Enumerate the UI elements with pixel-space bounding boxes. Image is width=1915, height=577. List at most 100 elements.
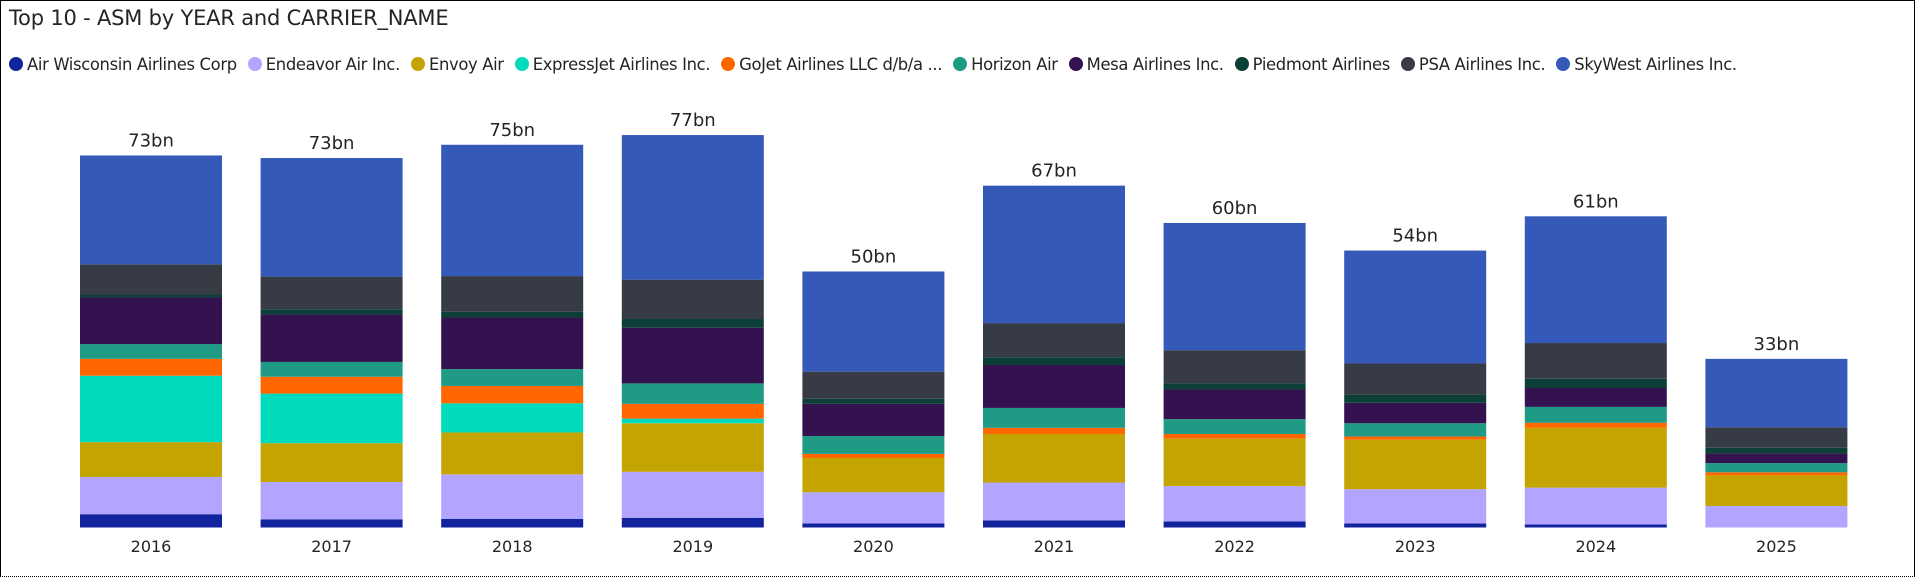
bar-segment-air-wisconsin-airlines-corp-2019[interactable] (621, 517, 764, 528)
bar-segment-psa-airlines-inc-2022[interactable] (1163, 350, 1306, 384)
bar-segment-mesa-airlines-inc-2020[interactable] (802, 403, 945, 437)
bar-segment-air-wisconsin-airlines-corp-2023[interactable] (1344, 523, 1487, 528)
bar-segment-skywest-airlines-inc-2017[interactable] (260, 158, 403, 277)
bar-stack-2018[interactable] (441, 144, 584, 528)
bar-segment-endeavor-air-inc-2024[interactable] (1524, 487, 1667, 525)
bar-stack-2019[interactable] (621, 135, 764, 528)
bar-segment-psa-airlines-inc-2020[interactable] (802, 371, 945, 399)
bar-segment-horizon-air-2018[interactable] (441, 369, 584, 386)
legend-item-mesa-airlines-inc[interactable]: Mesa Airlines Inc. (1068, 55, 1224, 74)
bar-segment-expressjet-airlines-inc-2019[interactable] (621, 418, 764, 424)
bar-stack-2017[interactable] (260, 158, 403, 528)
bar-stack-2021[interactable] (983, 185, 1125, 528)
bar-segment-air-wisconsin-airlines-corp-2021[interactable] (983, 520, 1125, 528)
legend-item-expressjet-airlines-inc[interactable]: ExpressJet Airlines Inc. (514, 55, 710, 74)
bar-segment-psa-airlines-inc-2021[interactable] (983, 323, 1125, 358)
bar-segment-endeavor-air-inc-2017[interactable] (260, 482, 403, 520)
bar-segment-psa-airlines-inc-2018[interactable] (441, 276, 584, 312)
bar-segment-gojet-airlines-llc-d-b-a-2021[interactable] (983, 427, 1125, 434)
bar-segment-air-wisconsin-airlines-corp-2017[interactable] (260, 519, 403, 528)
legend-item-gojet-airlines-llc-d-b-a[interactable]: GoJet Airlines LLC d/b/a ... (721, 55, 942, 74)
bar-segment-endeavor-air-inc-2022[interactable] (1163, 486, 1306, 522)
bar-segment-mesa-airlines-inc-2017[interactable] (260, 314, 403, 362)
bar-segment-envoy-air-2025[interactable] (1705, 475, 1848, 507)
bar-segment-gojet-airlines-llc-d-b-a-2019[interactable] (621, 403, 764, 419)
legend-item-skywest-airlines-inc[interactable]: SkyWest Airlines Inc. (1556, 55, 1737, 74)
bar-segment-gojet-airlines-llc-d-b-a-2022[interactable] (1163, 433, 1306, 439)
legend-item-envoy-air[interactable]: Envoy Air (410, 55, 504, 74)
bar-segment-psa-airlines-inc-2024[interactable] (1524, 343, 1667, 379)
bar-segment-piedmont-airlines-2025[interactable] (1705, 447, 1848, 454)
bar-segment-mesa-airlines-inc-2021[interactable] (983, 365, 1125, 408)
bar-segment-envoy-air-2024[interactable] (1524, 427, 1667, 488)
bar-segment-endeavor-air-inc-2019[interactable] (621, 471, 764, 518)
bar-segment-endeavor-air-inc-2025[interactable] (1705, 506, 1848, 528)
bar-segment-gojet-airlines-llc-d-b-a-2016[interactable] (80, 358, 222, 376)
bar-segment-skywest-airlines-inc-2025[interactable] (1705, 358, 1848, 428)
bar-segment-piedmont-airlines-2022[interactable] (1163, 383, 1306, 390)
bar-segment-endeavor-air-inc-2016[interactable] (80, 476, 222, 515)
bar-segment-piedmont-airlines-2016[interactable] (80, 294, 222, 298)
bar-segment-horizon-air-2020[interactable] (802, 436, 945, 454)
bar-segment-piedmont-airlines-2018[interactable] (441, 311, 584, 318)
legend-item-piedmont-airlines[interactable]: Piedmont Airlines (1234, 55, 1390, 74)
bar-segment-psa-airlines-inc-2023[interactable] (1344, 363, 1487, 395)
bar-segment-piedmont-airlines-2024[interactable] (1524, 378, 1667, 388)
bar-stack-2025[interactable] (1705, 358, 1848, 528)
bar-segment-air-wisconsin-airlines-corp-2024[interactable] (1524, 524, 1667, 528)
bar-segment-horizon-air-2024[interactable] (1524, 406, 1667, 423)
bar-segment-mesa-airlines-inc-2022[interactable] (1163, 389, 1306, 420)
bar-segment-psa-airlines-inc-2025[interactable] (1705, 427, 1848, 448)
bar-segment-horizon-air-2016[interactable] (80, 344, 222, 359)
bar-segment-envoy-air-2019[interactable] (621, 423, 764, 472)
bar-stack-2022[interactable] (1163, 222, 1306, 528)
bar-segment-mesa-airlines-inc-2025[interactable] (1705, 453, 1848, 464)
bar-stack-2023[interactable] (1344, 250, 1487, 528)
bar-segment-endeavor-air-inc-2021[interactable] (983, 482, 1125, 521)
bar-segment-horizon-air-2021[interactable] (983, 407, 1125, 428)
bar-segment-envoy-air-2021[interactable] (983, 433, 1125, 483)
bar-segment-gojet-airlines-llc-d-b-a-2020[interactable] (802, 453, 945, 459)
bar-segment-endeavor-air-inc-2020[interactable] (802, 492, 945, 524)
bar-segment-envoy-air-2018[interactable] (441, 432, 584, 475)
bar-segment-skywest-airlines-inc-2023[interactable] (1344, 250, 1487, 364)
bar-segment-air-wisconsin-airlines-corp-2022[interactable] (1163, 521, 1306, 528)
legend-item-horizon-air[interactable]: Horizon Air (953, 55, 1058, 74)
legend-item-air-wisconsin-airlines-corp[interactable]: Air Wisconsin Airlines Corp (9, 55, 237, 74)
bar-segment-horizon-air-2017[interactable] (260, 361, 403, 377)
bar-segment-envoy-air-2017[interactable] (260, 443, 403, 483)
bar-segment-gojet-airlines-llc-d-b-a-2017[interactable] (260, 376, 403, 394)
bar-segment-skywest-airlines-inc-2019[interactable] (621, 135, 764, 280)
bar-segment-mesa-airlines-inc-2018[interactable] (441, 317, 584, 370)
bar-segment-envoy-air-2022[interactable] (1163, 438, 1306, 487)
bar-segment-gojet-airlines-llc-d-b-a-2023[interactable] (1344, 436, 1487, 440)
bar-stack-2020[interactable] (802, 271, 945, 528)
bar-segment-skywest-airlines-inc-2022[interactable] (1163, 222, 1306, 351)
bar-segment-piedmont-airlines-2020[interactable] (802, 398, 945, 404)
bar-segment-piedmont-airlines-2023[interactable] (1344, 394, 1487, 403)
bar-segment-endeavor-air-inc-2018[interactable] (441, 474, 584, 519)
bar-segment-horizon-air-2022[interactable] (1163, 419, 1306, 434)
bar-stack-2016[interactable] (80, 155, 222, 528)
bar-segment-piedmont-airlines-2021[interactable] (983, 357, 1125, 366)
bar-segment-skywest-airlines-inc-2016[interactable] (80, 155, 222, 265)
bar-segment-air-wisconsin-airlines-corp-2016[interactable] (80, 514, 222, 528)
bar-segment-air-wisconsin-airlines-corp-2020[interactable] (802, 523, 945, 528)
bar-segment-mesa-airlines-inc-2024[interactable] (1524, 387, 1667, 407)
bar-segment-expressjet-airlines-inc-2017[interactable] (260, 393, 403, 444)
bar-segment-gojet-airlines-llc-d-b-a-2018[interactable] (441, 385, 584, 404)
bar-segment-gojet-airlines-llc-d-b-a-2025[interactable] (1705, 472, 1848, 476)
bar-segment-psa-airlines-inc-2016[interactable] (80, 264, 222, 295)
bar-segment-psa-airlines-inc-2017[interactable] (260, 276, 403, 310)
bar-segment-mesa-airlines-inc-2023[interactable] (1344, 402, 1487, 424)
bar-segment-piedmont-airlines-2017[interactable] (260, 309, 403, 315)
bar-segment-gojet-airlines-llc-d-b-a-2024[interactable] (1524, 422, 1667, 428)
bar-segment-expressjet-airlines-inc-2016[interactable] (80, 375, 222, 443)
bar-segment-skywest-airlines-inc-2020[interactable] (802, 271, 945, 372)
bar-segment-psa-airlines-inc-2019[interactable] (621, 279, 764, 320)
bar-segment-horizon-air-2019[interactable] (621, 383, 764, 404)
legend-item-endeavor-air-inc[interactable]: Endeavor Air Inc. (247, 55, 400, 74)
bar-segment-mesa-airlines-inc-2019[interactable] (621, 327, 764, 384)
bar-segment-skywest-airlines-inc-2018[interactable] (441, 144, 584, 277)
bar-segment-air-wisconsin-airlines-corp-2018[interactable] (441, 518, 584, 528)
